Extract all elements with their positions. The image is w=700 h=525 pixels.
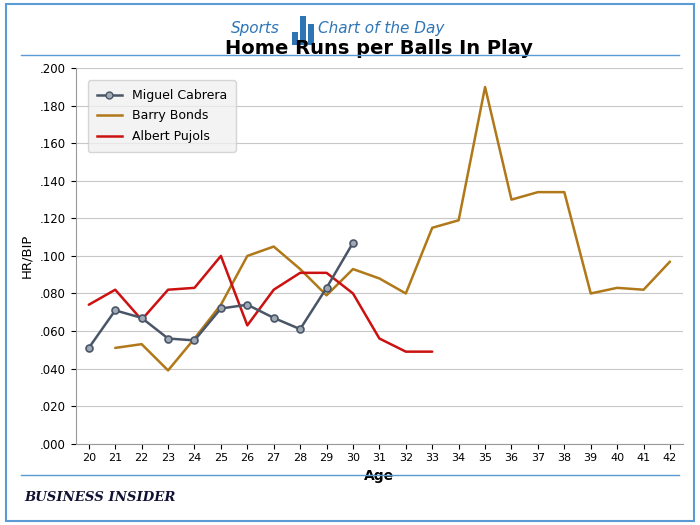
Legend: Miguel Cabrera, Barry Bonds, Albert Pujols: Miguel Cabrera, Barry Bonds, Albert Pujo… bbox=[88, 80, 236, 152]
Bar bbox=[300, 16, 306, 45]
Text: Chart of the Day: Chart of the Day bbox=[318, 22, 445, 36]
Y-axis label: HR/BIP: HR/BIP bbox=[20, 234, 33, 278]
Text: BUSINESS INSIDER: BUSINESS INSIDER bbox=[25, 491, 176, 504]
X-axis label: Age: Age bbox=[364, 469, 395, 483]
Bar bbox=[291, 32, 298, 45]
Bar bbox=[308, 24, 314, 45]
Text: Sports: Sports bbox=[231, 22, 280, 36]
Title: Home Runs per Balls In Play: Home Runs per Balls In Play bbox=[225, 39, 533, 58]
